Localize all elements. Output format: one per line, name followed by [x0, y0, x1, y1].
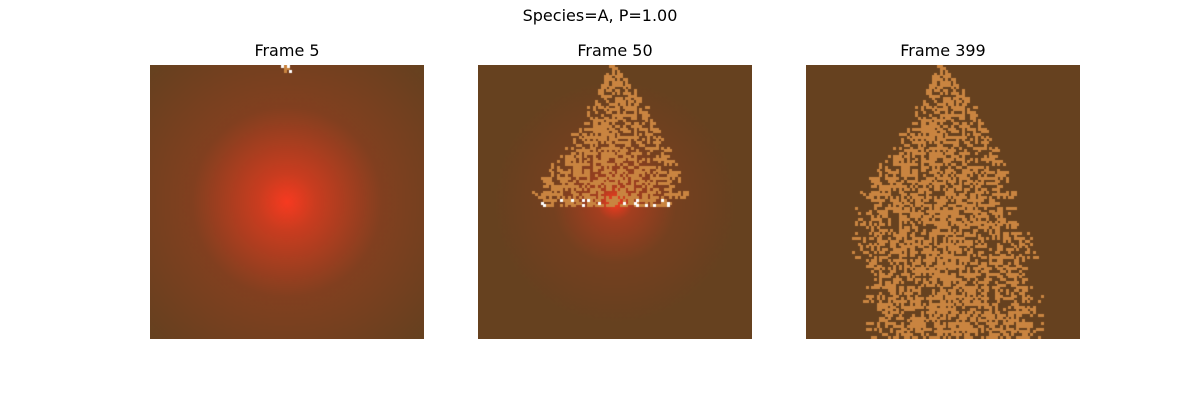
panel-title-frame-5: Frame 5 [254, 41, 320, 60]
panel-title-frame-50: Frame 50 [577, 41, 653, 60]
simulation-frame-5-image [150, 65, 424, 339]
panel-title-frame-399: Frame 399 [900, 41, 986, 60]
figure-suptitle: Species=A, P=1.00 [522, 6, 678, 25]
simulation-frame-50-image [478, 65, 752, 339]
simulation-frame-399-image [806, 65, 1080, 339]
